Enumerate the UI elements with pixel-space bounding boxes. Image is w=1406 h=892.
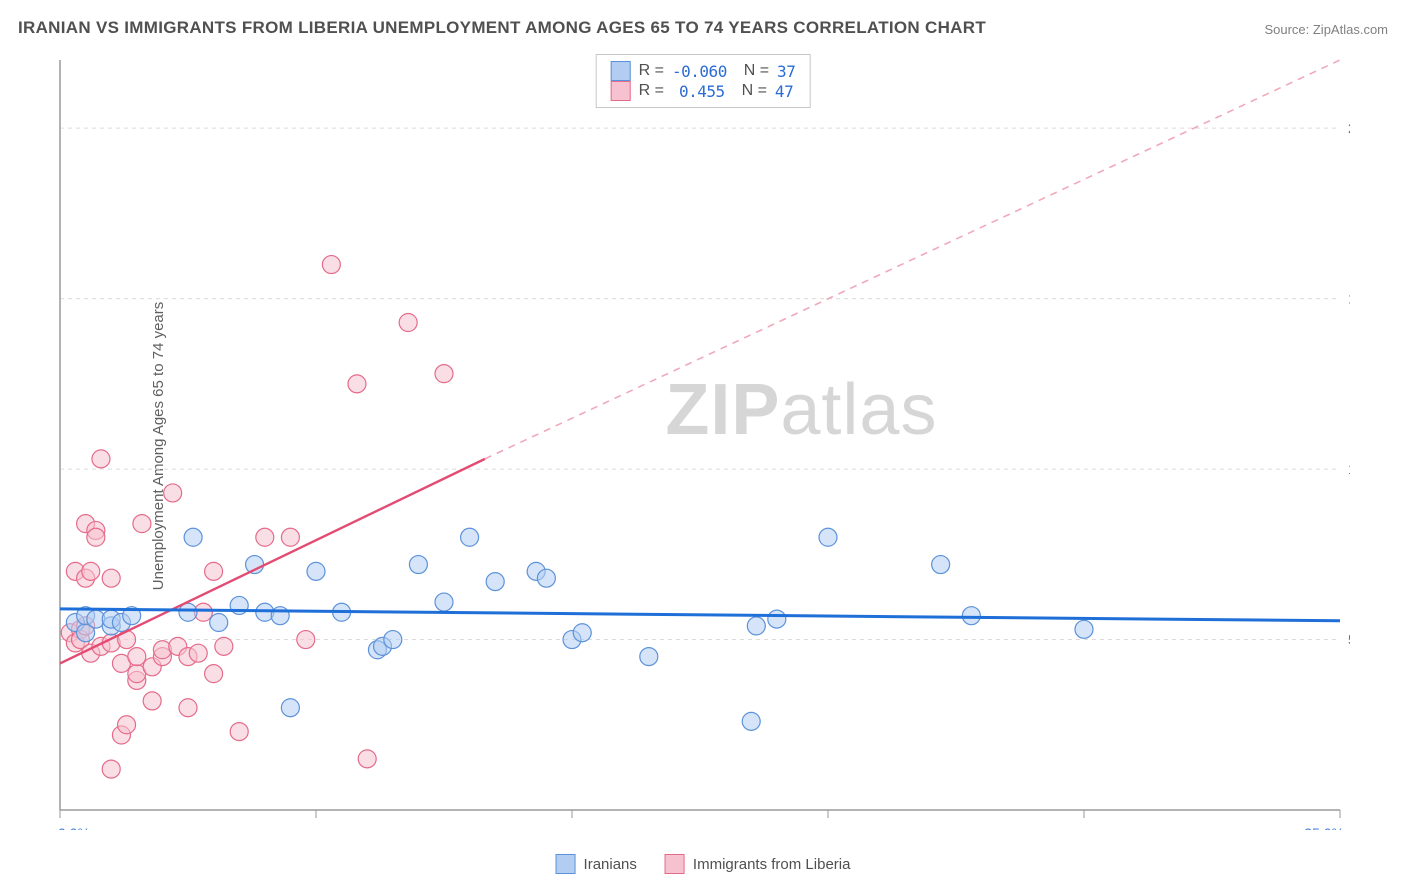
- chart-area: 5.0% 10.0% 15.0% 20.0% 0.0% 25.0%: [50, 50, 1386, 842]
- svg-text:20.0%: 20.0%: [1348, 120, 1350, 136]
- legend-swatch-0: [556, 854, 576, 874]
- svg-text:25.0%: 25.0%: [1304, 825, 1344, 830]
- legend-label-0: Iranians: [584, 856, 637, 873]
- n-label: N =: [733, 82, 767, 100]
- r-value-1: 0.455: [679, 82, 725, 101]
- bottom-legend: Iranians Immigrants from Liberia: [556, 854, 851, 874]
- swatch-blue: [611, 61, 631, 81]
- legend-label-1: Immigrants from Liberia: [693, 856, 851, 873]
- svg-text:5.0%: 5.0%: [1348, 632, 1350, 648]
- source-label: Source: ZipAtlas.com: [1264, 22, 1388, 37]
- stats-row-1: R = 0.455 N = 47: [611, 81, 796, 101]
- svg-text:0.0%: 0.0%: [58, 825, 90, 830]
- r-label: R =: [639, 82, 664, 100]
- svg-text:10.0%: 10.0%: [1348, 461, 1350, 477]
- scatter-chart: 5.0% 10.0% 15.0% 20.0% 0.0% 25.0%: [50, 50, 1350, 830]
- svg-text:15.0%: 15.0%: [1348, 291, 1350, 307]
- n-label: N =: [735, 62, 769, 80]
- r-value-0: -0.060: [672, 62, 727, 81]
- legend-item-0: Iranians: [556, 854, 637, 874]
- n-value-0: 37: [777, 62, 795, 81]
- swatch-pink: [611, 81, 631, 101]
- legend-item-1: Immigrants from Liberia: [665, 854, 851, 874]
- stats-row-0: R = -0.060 N = 37: [611, 61, 796, 81]
- r-label: R =: [639, 62, 664, 80]
- chart-title: IRANIAN VS IMMIGRANTS FROM LIBERIA UNEMP…: [18, 18, 986, 38]
- stats-legend: R = -0.060 N = 37 R = 0.455 N = 47: [596, 54, 811, 108]
- n-value-1: 47: [775, 82, 793, 101]
- legend-swatch-1: [665, 854, 685, 874]
